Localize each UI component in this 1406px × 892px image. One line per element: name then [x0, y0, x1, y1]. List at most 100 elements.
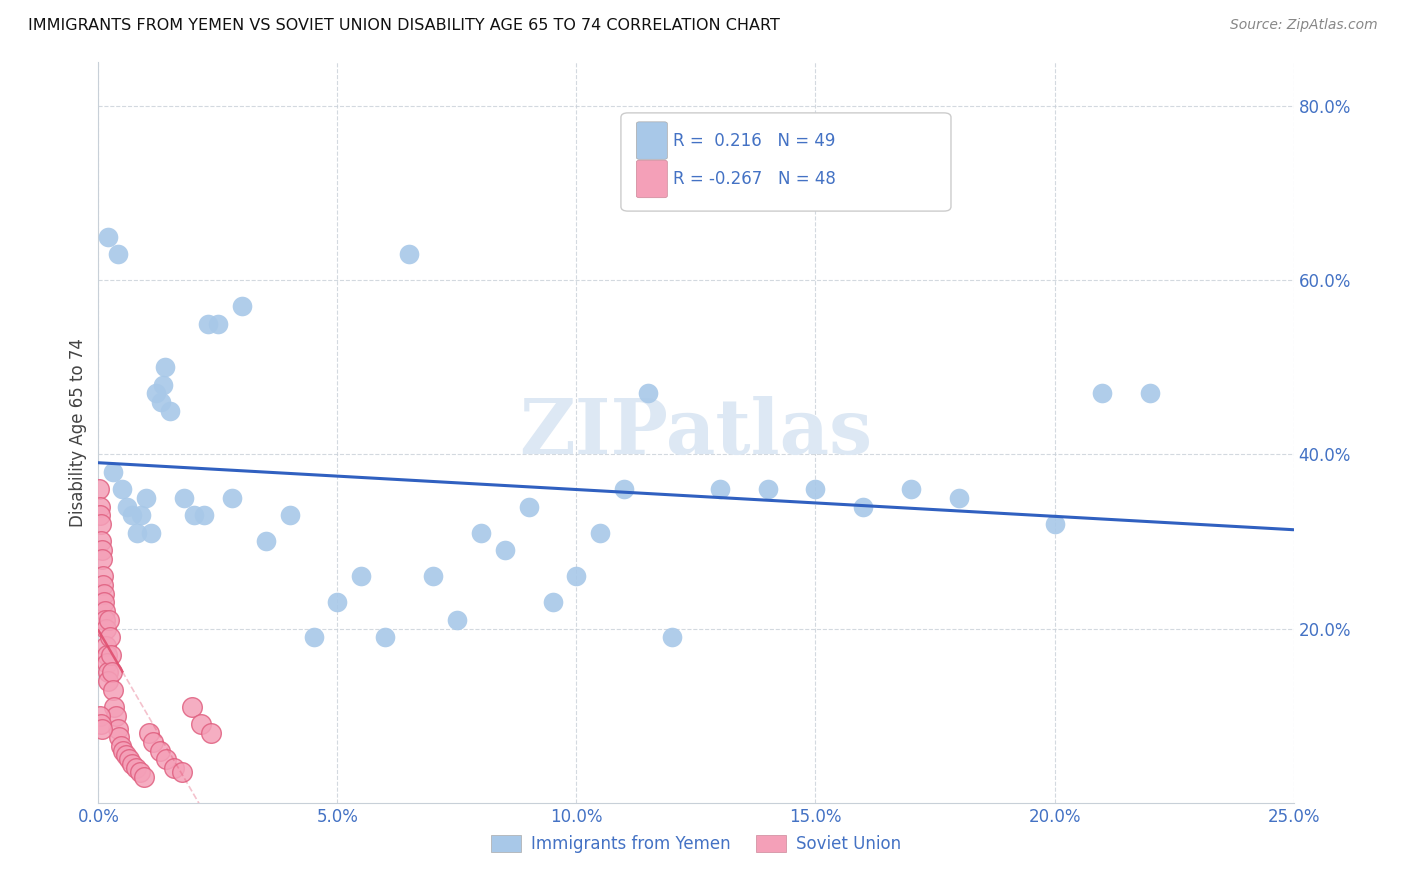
Point	[517, 500, 540, 514]
Text: R =  0.216   N = 49: R = 0.216 N = 49	[673, 132, 835, 150]
Text: ZIPatlas: ZIPatlas	[519, 396, 873, 469]
Point	[278, 508, 301, 523]
Point	[132, 770, 155, 784]
Point	[89, 500, 111, 514]
Point	[804, 482, 827, 496]
Point	[661, 630, 683, 644]
Point	[172, 765, 194, 780]
Point	[637, 386, 659, 401]
Point	[948, 491, 970, 505]
Point	[254, 534, 277, 549]
Point	[135, 491, 157, 505]
Point	[193, 508, 215, 523]
Point	[565, 569, 588, 583]
Point	[90, 722, 112, 736]
Point	[96, 665, 118, 680]
Point	[494, 543, 516, 558]
Point	[107, 722, 129, 736]
Point	[613, 482, 636, 496]
Point	[115, 747, 138, 762]
Point	[302, 630, 325, 644]
Point	[121, 508, 143, 523]
Point	[446, 613, 468, 627]
Point	[94, 639, 117, 653]
Point	[125, 525, 148, 540]
Point	[709, 482, 731, 496]
Point	[96, 657, 118, 671]
Point	[142, 735, 165, 749]
Point	[149, 743, 172, 757]
Point	[589, 525, 612, 540]
Point	[110, 739, 132, 754]
Point	[101, 465, 124, 479]
Point	[97, 229, 120, 244]
Point	[90, 517, 112, 532]
Point	[90, 543, 112, 558]
Point	[131, 508, 153, 523]
Point	[93, 604, 115, 618]
Point	[96, 648, 118, 662]
Point	[159, 404, 181, 418]
Point	[90, 717, 112, 731]
Text: Source: ZipAtlas.com: Source: ZipAtlas.com	[1230, 18, 1378, 32]
Point	[163, 761, 186, 775]
Text: IMMIGRANTS FROM YEMEN VS SOVIET UNION DISABILITY AGE 65 TO 74 CORRELATION CHART: IMMIGRANTS FROM YEMEN VS SOVIET UNION DI…	[28, 18, 780, 33]
Point	[1139, 386, 1161, 401]
Point	[89, 508, 111, 523]
Point	[398, 247, 420, 261]
Point	[180, 700, 202, 714]
Y-axis label: Disability Age 65 to 74: Disability Age 65 to 74	[69, 338, 87, 527]
Point	[152, 377, 174, 392]
Point	[900, 482, 922, 496]
Point	[1043, 517, 1066, 532]
Point	[231, 299, 253, 313]
Point	[149, 395, 172, 409]
Point	[138, 726, 160, 740]
Point	[326, 595, 349, 609]
Point	[89, 708, 111, 723]
Point	[100, 648, 122, 662]
Point	[91, 569, 114, 583]
Point	[190, 717, 212, 731]
Point	[756, 482, 779, 496]
Point	[101, 682, 124, 697]
Point	[97, 673, 120, 688]
Point	[91, 552, 114, 566]
Point	[90, 534, 112, 549]
Point	[101, 665, 124, 680]
Point	[221, 491, 243, 505]
Point	[121, 756, 143, 771]
Point	[111, 482, 134, 496]
Point	[541, 595, 564, 609]
Point	[118, 752, 141, 766]
Point	[104, 708, 127, 723]
Point	[470, 525, 492, 540]
Point	[128, 765, 150, 780]
Point	[374, 630, 396, 644]
Point	[94, 622, 117, 636]
Point	[97, 613, 120, 627]
Point	[89, 482, 111, 496]
Point	[197, 317, 219, 331]
Point	[139, 525, 162, 540]
Point	[852, 500, 875, 514]
Legend: Immigrants from Yemen, Soviet Union: Immigrants from Yemen, Soviet Union	[482, 826, 910, 861]
Point	[155, 360, 177, 375]
Point	[103, 700, 125, 714]
Point	[173, 491, 195, 505]
Point	[350, 569, 373, 583]
Point	[125, 761, 148, 775]
Point	[183, 508, 205, 523]
Text: R = -0.267   N = 48: R = -0.267 N = 48	[673, 170, 835, 188]
Point	[94, 613, 117, 627]
Point	[145, 386, 167, 401]
Point	[422, 569, 444, 583]
Point	[155, 752, 177, 766]
Point	[112, 743, 135, 757]
Point	[93, 595, 115, 609]
Point	[98, 630, 121, 644]
Point	[107, 247, 129, 261]
Point	[207, 317, 229, 331]
Point	[108, 731, 131, 745]
Point	[1091, 386, 1114, 401]
